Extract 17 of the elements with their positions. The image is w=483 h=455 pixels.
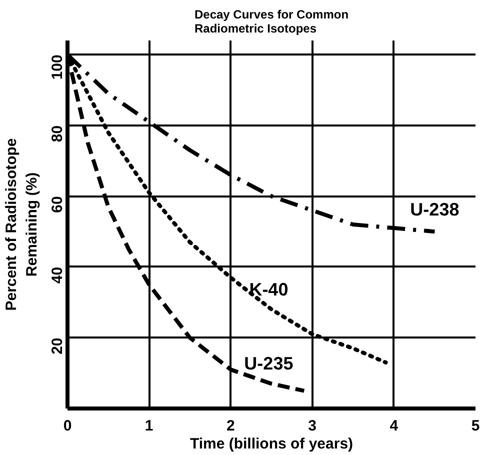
x-tick-label: 0	[63, 418, 72, 434]
x-tick-label: 3	[308, 418, 316, 434]
x-tick-label: 5	[471, 418, 480, 434]
x-axis-title: Time (billions of years)	[190, 436, 354, 452]
x-tick-label: 4	[390, 418, 399, 434]
y-tick-label: 20	[49, 338, 66, 354]
y-tick-label: 80	[49, 125, 66, 142]
chart-title: Decay Curves for Common Radiometric Isotopes	[194, 8, 349, 36]
y-tick-label: 100	[49, 54, 66, 80]
y-tick-label: 40	[49, 266, 66, 284]
x-tick-label: 1	[144, 418, 154, 434]
y-tick-label: 60	[49, 196, 66, 213]
series-label: U-235	[244, 354, 294, 374]
series-label: U-238	[410, 200, 460, 220]
series-label: K-40	[249, 280, 288, 300]
x-tick-label: 2	[226, 418, 235, 434]
y-axis-title: Percent of Radioisotope Remaining (%)	[3, 138, 40, 311]
